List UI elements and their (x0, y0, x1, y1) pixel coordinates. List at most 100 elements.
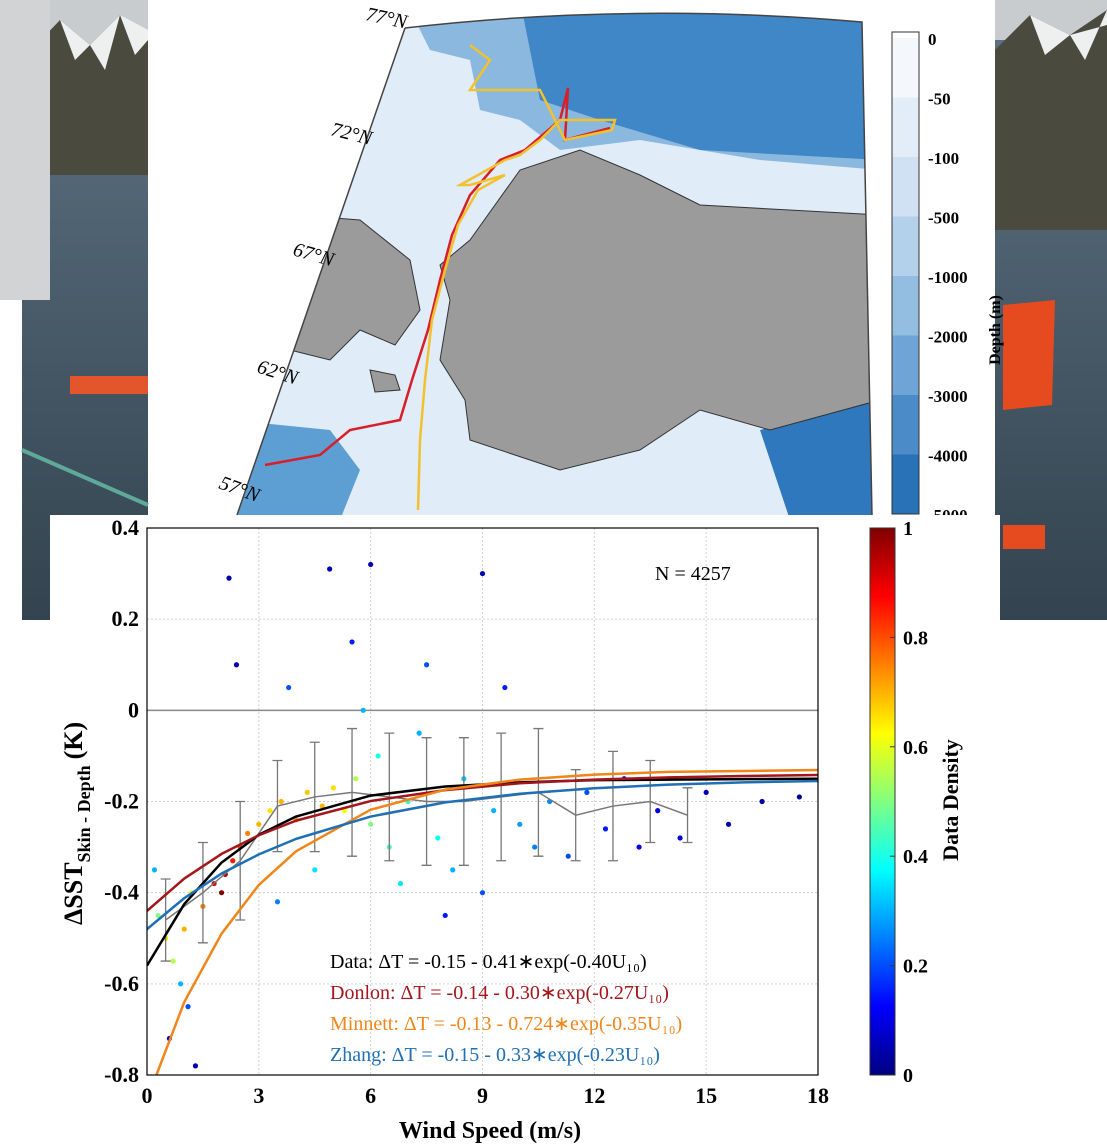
track-yellow (416, 44, 617, 511)
point (360, 707, 366, 713)
mountain (995, 10, 1107, 230)
point (230, 858, 236, 864)
x-tick-label: 0 (142, 1083, 153, 1108)
fit-curve (147, 773, 818, 912)
depth-tick-label: 0 (928, 30, 937, 49)
point (602, 826, 609, 832)
colorbar (869, 527, 896, 1076)
point (796, 794, 802, 800)
x-axis-label: Wind Speed (m/s) (399, 1118, 581, 1144)
x-tick-label: 9 (477, 1083, 488, 1108)
depth-tick-label: -4000 (928, 447, 968, 466)
point (170, 958, 176, 964)
point (304, 789, 310, 795)
equation: Data: ΔT = -0.15 - 0.41∗exp(-0.40U₁₀) (330, 951, 647, 973)
depth-swatch (892, 157, 919, 217)
point (368, 821, 374, 827)
mean-line (165, 791, 688, 921)
point (349, 639, 355, 645)
y-label-sub: Skin - Depth (74, 765, 94, 862)
boat (70, 376, 148, 394)
lat-label: 77°N (364, 3, 411, 33)
point (177, 981, 184, 987)
point (185, 1004, 191, 1010)
point (151, 867, 158, 873)
point (423, 662, 430, 668)
depth-tick-label: -2000 (928, 328, 968, 347)
point (286, 684, 292, 691)
depth-colorbar: 0-50-100-500-1000-2000-3000-4000-5000 (891, 30, 968, 525)
basin (237, 420, 360, 515)
point (450, 867, 456, 873)
depth-frame (891, 31, 920, 515)
y-tick-label: 0.2 (112, 606, 140, 631)
point (725, 821, 732, 827)
y-tick-label: 0 (128, 697, 139, 722)
point (353, 776, 359, 782)
point (532, 844, 538, 850)
buoy (1003, 525, 1045, 549)
point (703, 789, 709, 795)
panel (870, 20, 995, 520)
point (319, 803, 325, 809)
depth-swatch (892, 395, 919, 455)
basin (760, 400, 872, 515)
point (479, 890, 486, 896)
point (375, 753, 381, 759)
depth-swatch (892, 335, 919, 395)
y-tick-label: -0.2 (104, 789, 139, 814)
colorbar-label: Data Density (938, 739, 963, 861)
mountain (22, 15, 148, 175)
lat-label: 72°N (329, 119, 376, 151)
rope (21, 448, 149, 507)
point (278, 798, 284, 805)
colorbar-tick-label: 0 (903, 1065, 913, 1087)
y-label-unit: (K) (59, 722, 88, 760)
point (218, 890, 225, 896)
equation: Zhang: ΔT = -0.15 - 0.33∗exp(-0.23U₁₀) (330, 1044, 660, 1066)
point (274, 899, 281, 905)
buoy (1003, 300, 1055, 410)
point (435, 835, 441, 841)
point (245, 830, 251, 837)
point (517, 821, 523, 827)
point (636, 844, 642, 850)
x-tick-label: 18 (807, 1083, 829, 1108)
island (369, 369, 401, 393)
point (226, 575, 232, 581)
panel (0, 620, 1107, 1148)
colorbar-tick-label: 0.6 (903, 737, 928, 759)
gray-panel (0, 0, 50, 300)
error-bar (682, 787, 693, 844)
y-tick-label: 0.4 (112, 515, 140, 540)
snow (60, 15, 148, 70)
depth-tick-label: -100 (928, 149, 959, 168)
point (181, 926, 187, 932)
alaska (439, 149, 872, 471)
depth-tick-label: -500 (928, 209, 959, 228)
point (759, 798, 765, 805)
point (491, 808, 497, 814)
colorbar-tick-label: 0.4 (903, 846, 928, 868)
point (327, 566, 333, 572)
track-red (264, 87, 611, 467)
depth-tick-label: -1000 (928, 268, 968, 287)
fit-curve (147, 779, 818, 931)
point (192, 1063, 199, 1069)
point (479, 570, 486, 577)
x-tick-label: 12 (583, 1083, 605, 1108)
fit-curve (155, 768, 818, 1075)
point (502, 684, 508, 691)
y-axis-label: ΔSSTSkin - Depth (K) (59, 722, 94, 925)
colorbar-tick-label: 0.2 (903, 956, 928, 978)
y-tick-label: -0.4 (104, 880, 139, 905)
point (442, 912, 448, 919)
point (312, 867, 318, 873)
point (397, 880, 404, 887)
point (233, 662, 240, 668)
y-label-main: ΔSST (59, 862, 88, 925)
x-tick-label: 15 (695, 1083, 717, 1108)
depth-swatch (892, 216, 919, 276)
snow (1030, 10, 1107, 60)
